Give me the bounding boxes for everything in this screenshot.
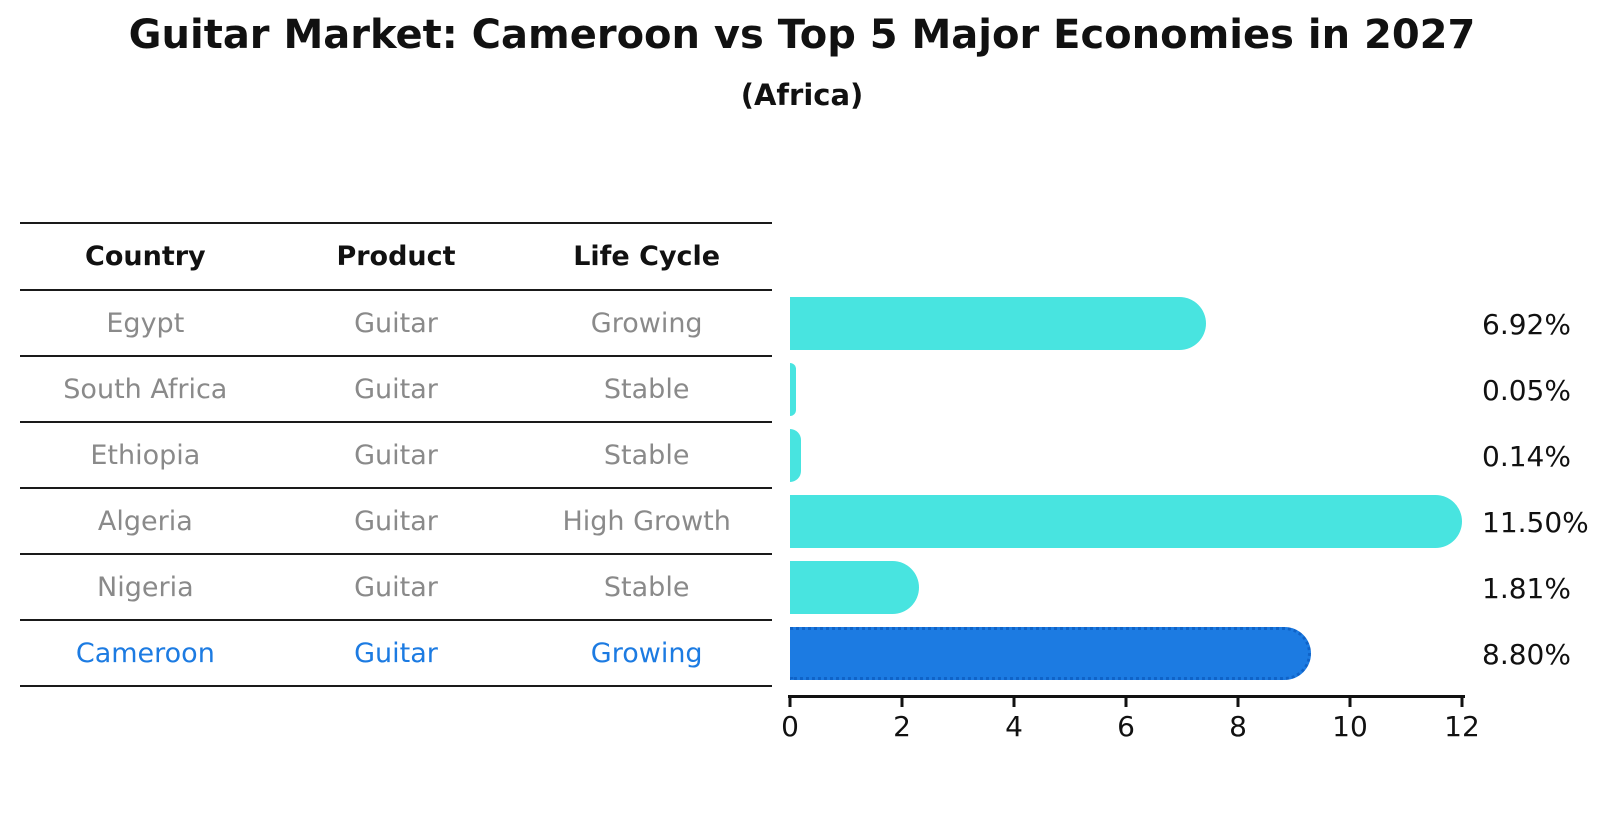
bar-row — [790, 489, 1462, 555]
table-cell-life-cycle: Stable — [603, 373, 690, 405]
table-cell-country: Nigeria — [97, 571, 194, 603]
value-labels: 6.92% 0.05% 0.14% 11.50% 1.81% 8.80% — [1482, 291, 1602, 687]
bar-row — [790, 555, 1462, 621]
bar-row — [790, 357, 1462, 423]
table-cell-country: Ethiopia — [90, 439, 201, 471]
bar-plot-area — [790, 291, 1462, 687]
x-tick-label: 0 — [781, 710, 799, 743]
value-label: 1.81% — [1482, 571, 1571, 605]
table-cell-life-cycle: Growing — [590, 637, 703, 669]
table-cell-life-cycle: High Growth — [562, 505, 731, 537]
bar-ethiopia — [790, 429, 801, 482]
value-label: 0.05% — [1482, 373, 1571, 407]
table-header-row: Country Product Life Cycle — [20, 222, 772, 291]
value-label: 0.14% — [1482, 439, 1571, 473]
x-tick-mark — [1236, 698, 1240, 707]
bar-south-africa — [790, 363, 796, 416]
table-row: Cameroon Guitar Growing — [20, 621, 772, 687]
table-row: Ethiopia Guitar Stable — [20, 423, 772, 489]
table-row: Algeria Guitar High Growth — [20, 489, 772, 555]
table-cell-country: Algeria — [97, 505, 193, 537]
table-cell-product: Guitar — [354, 571, 438, 603]
bar-nigeria — [790, 561, 920, 614]
table-cell-country: South Africa — [63, 373, 228, 405]
bar-row — [790, 291, 1462, 357]
bar-row — [790, 621, 1462, 687]
x-tick-label: 8 — [1229, 710, 1247, 743]
value-label: 8.80% — [1482, 637, 1571, 671]
bar-highlight-cameroon — [790, 627, 1311, 680]
x-tick-label: 2 — [893, 710, 911, 743]
table-cell-product: Guitar — [354, 307, 438, 339]
x-tick-label: 10 — [1332, 710, 1368, 743]
table-header-country: Country — [85, 241, 206, 272]
value-label: 6.92% — [1482, 307, 1571, 341]
x-tick-mark — [1012, 698, 1016, 707]
table-cell-product: Guitar — [354, 505, 438, 537]
table-cell-life-cycle: Growing — [590, 307, 703, 339]
bar-egypt — [790, 297, 1206, 350]
x-tick-mark — [1460, 698, 1464, 707]
table-header-product: Product — [336, 241, 456, 272]
bar-row — [790, 423, 1462, 489]
country-table: Country Product Life Cycle Egypt Guitar Gr… — [20, 222, 772, 687]
table-cell-life-cycle: Stable — [603, 439, 690, 471]
table-row: Egypt Guitar Growing — [20, 291, 772, 357]
table-rows: Egypt Guitar Growing South Africa Guitar Stab… — [20, 291, 772, 687]
table-row: Nigeria Guitar Stable — [20, 555, 772, 621]
chart-title: Guitar Market: Cameroon vs Top 5 Major E… — [128, 12, 1476, 58]
value-label: 11.50% — [1482, 505, 1589, 539]
x-tick-label: 6 — [1117, 710, 1135, 743]
table-header-life-cycle: Life Cycle — [573, 241, 721, 272]
table-cell-country: Cameroon — [75, 637, 215, 669]
table-row: South Africa Guitar Stable — [20, 357, 772, 423]
x-tick-label: 4 — [1005, 710, 1023, 743]
table-cell-life-cycle: Stable — [603, 571, 690, 603]
table-cell-country: Egypt — [106, 307, 185, 339]
table-cell-product: Guitar — [354, 439, 438, 471]
table-cell-product: Guitar — [354, 373, 438, 405]
x-tick-label: 12 — [1444, 710, 1480, 743]
x-tick-mark — [788, 698, 792, 707]
table-cell-product: Guitar — [354, 637, 438, 669]
x-tick-mark — [900, 698, 904, 707]
x-tick-mark — [1348, 698, 1352, 707]
bar-algeria — [790, 495, 1462, 548]
x-tick-mark — [1124, 698, 1128, 707]
chart-subtitle: (Africa) — [740, 78, 864, 112]
x-axis-line — [788, 695, 1465, 698]
